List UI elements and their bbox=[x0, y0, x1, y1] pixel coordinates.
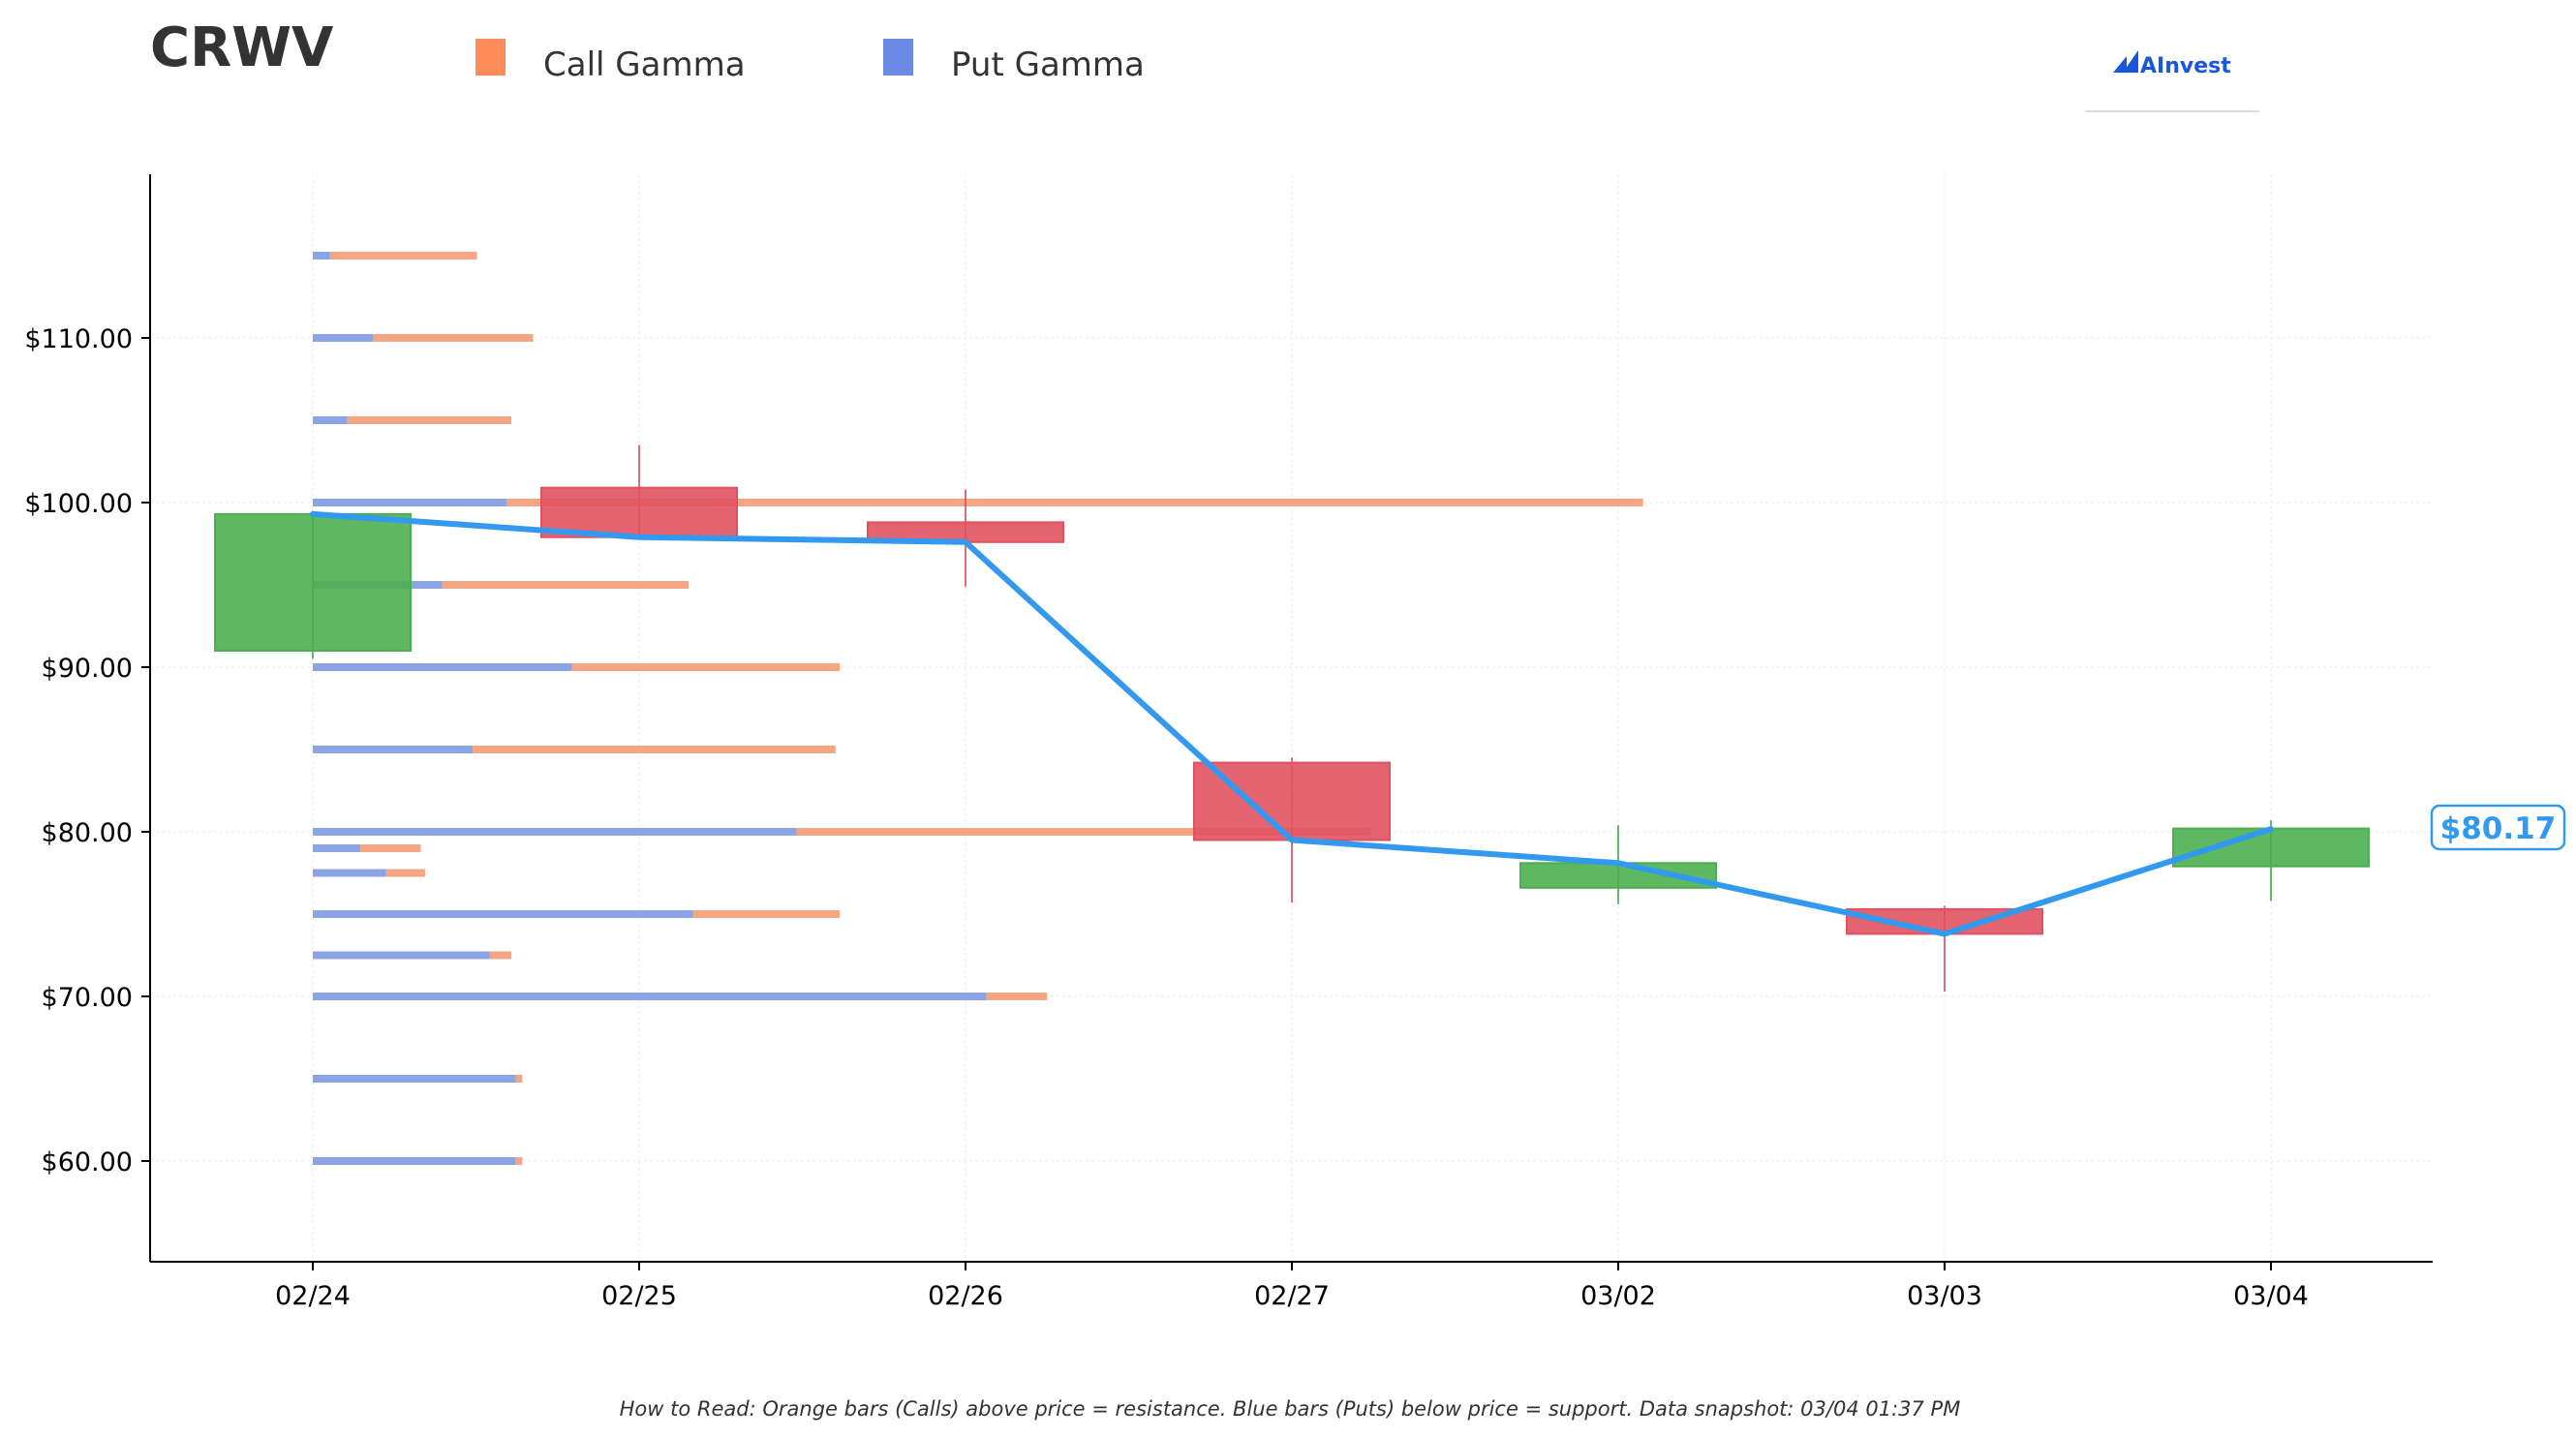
candle-body bbox=[1193, 761, 1391, 841]
current-price-box bbox=[2430, 804, 2566, 851]
x-tick-label: 02/24 bbox=[275, 1281, 351, 1311]
put-gamma-bar bbox=[313, 499, 507, 506]
candle-body bbox=[214, 512, 412, 653]
put-gamma-bar bbox=[313, 746, 474, 753]
put-gamma-bar bbox=[313, 828, 797, 836]
call-gamma-bar bbox=[373, 334, 534, 342]
gamma-bars bbox=[313, 252, 1643, 1165]
call-gamma-bar bbox=[329, 252, 477, 260]
price-line-group bbox=[310, 510, 2274, 937]
call-gamma-bar bbox=[360, 844, 421, 852]
legend-put-swatch bbox=[883, 39, 913, 76]
ainvest-logo-text: AInvest bbox=[2140, 54, 2231, 78]
x-tick-label: 02/27 bbox=[1254, 1281, 1330, 1311]
x-tick-label: 03/04 bbox=[2233, 1281, 2309, 1311]
call-gamma-bar bbox=[515, 1157, 523, 1165]
current-price-value: $80.17 bbox=[2440, 811, 2557, 846]
legend-call-swatch bbox=[475, 39, 506, 76]
call-gamma-bar bbox=[385, 869, 425, 877]
y-tick-label: $60.00 bbox=[42, 1147, 133, 1177]
put-gamma-bar bbox=[313, 993, 987, 1000]
put-gamma-bar bbox=[313, 951, 490, 960]
candles bbox=[214, 444, 2370, 992]
legend-call-label: Call Gamma bbox=[543, 46, 746, 84]
price-line bbox=[310, 510, 2274, 937]
x-axis-ticks: 02/24 02/25 02/26 02/27 03/02 03/03 03/04 bbox=[275, 1262, 2309, 1311]
y-tick-label: $70.00 bbox=[42, 983, 133, 1013]
put-gamma-bar bbox=[313, 910, 693, 918]
ticker-title: CRWV bbox=[150, 16, 334, 79]
call-gamma-bar bbox=[796, 828, 1371, 836]
call-gamma-bar bbox=[986, 993, 1048, 1000]
y-tick-label: $100.00 bbox=[24, 489, 133, 519]
put-gamma-bar bbox=[313, 1157, 516, 1165]
legend-put-label: Put Gamma bbox=[951, 46, 1145, 84]
legend: Call Gamma Put Gamma bbox=[475, 39, 1145, 84]
put-gamma-bar bbox=[313, 869, 386, 877]
call-gamma-bar bbox=[489, 951, 512, 960]
ainvest-chart-icon bbox=[2113, 50, 2138, 73]
put-gamma-bar bbox=[313, 844, 361, 852]
y-tick-label: $90.00 bbox=[42, 654, 133, 684]
x-tick-label: 02/25 bbox=[601, 1281, 677, 1311]
candle-body bbox=[540, 486, 738, 538]
y-axis-ticks: $60.00 $70.00 $80.00 $90.00 $100.00 $110.00 bbox=[24, 324, 150, 1177]
candle-body bbox=[2172, 827, 2370, 868]
y-tick-label: $110.00 bbox=[24, 324, 133, 354]
put-gamma-bar bbox=[313, 334, 374, 342]
x-tick-label: 03/03 bbox=[1907, 1281, 1982, 1311]
put-gamma-bar bbox=[313, 663, 572, 671]
ainvest-logo: AInvest bbox=[2085, 50, 2259, 112]
put-gamma-bar bbox=[313, 416, 348, 424]
y-tick-label: $80.00 bbox=[42, 818, 133, 848]
x-tick-label: 02/26 bbox=[928, 1281, 1003, 1311]
call-gamma-bar bbox=[571, 663, 841, 671]
call-gamma-bar bbox=[473, 746, 836, 753]
put-gamma-bar bbox=[313, 1075, 516, 1083]
x-tick-label: 03/02 bbox=[1580, 1281, 1656, 1311]
call-gamma-bar bbox=[442, 581, 690, 589]
call-gamma-bar bbox=[692, 910, 841, 918]
call-gamma-bar bbox=[347, 416, 512, 424]
put-gamma-bar bbox=[313, 252, 330, 260]
call-gamma-bar bbox=[515, 1075, 523, 1083]
how-to-read-footnote: How to Read: Orange bars (Calls) above p… bbox=[620, 1397, 1961, 1421]
current-price-label: $80.17 bbox=[2430, 804, 2566, 851]
call-gamma-bar bbox=[506, 499, 1643, 506]
